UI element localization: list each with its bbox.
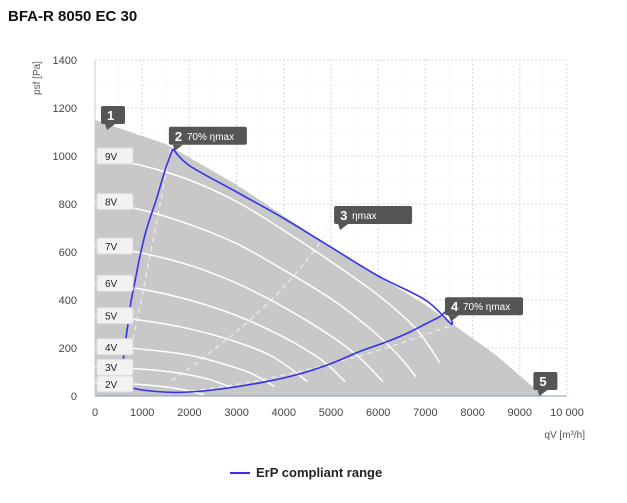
point-4-marker [445, 297, 523, 316]
legend: ErP compliant range [230, 465, 382, 480]
voltage-label-5V: 5V [105, 312, 118, 323]
point-3-number: 3 [340, 208, 347, 223]
voltage-label-bg [96, 274, 134, 292]
y-tick-label: 400 [59, 295, 77, 307]
voltage-label-bg [96, 193, 134, 211]
operating-points: 1 2 70% ηmax 3 ηmax 4 70% ηmax 5 [101, 106, 558, 396]
voltage-label-bg [96, 307, 134, 325]
voltage-label-9V: 9V [105, 152, 118, 163]
point-2-pointer [172, 144, 183, 151]
x-tick-label: 2000 [177, 407, 201, 419]
voltage-label-3V: 3V [105, 363, 118, 374]
point-3-marker [334, 206, 413, 224]
y-tick-label: 1400 [53, 55, 77, 67]
efficiency-line [131, 148, 172, 346]
efficiency-line [189, 325, 450, 392]
point-1-marker [101, 106, 125, 124]
point-1-number: 1 [107, 108, 114, 123]
x-tick-label: 5000 [319, 407, 343, 419]
x-tick-label: 4000 [272, 407, 296, 419]
curve-9V [94, 156, 441, 363]
erp-range [119, 148, 454, 394]
y-tick-label: 0 [71, 391, 77, 403]
y-tick-label: 1200 [53, 103, 77, 115]
point-2-number: 2 [175, 129, 182, 144]
curve-6V [94, 282, 346, 383]
voltage-label-bg [96, 147, 134, 165]
point-2-marker [168, 126, 247, 145]
curve-7V [94, 245, 384, 383]
x-tick-label: 6000 [366, 407, 390, 419]
point-3-text: ηmax [352, 211, 376, 222]
point-1-pointer [105, 124, 115, 130]
curve-8V [94, 200, 417, 378]
curve-4V [94, 346, 275, 388]
x-tick-label: 9000 [508, 407, 532, 419]
chart-title: BFA-R 8050 EC 30 [8, 8, 138, 25]
x-axis-label: qV [m³/h] [544, 430, 585, 441]
voltage-label-6V: 6V [105, 279, 118, 290]
x-tick-label: 0 [92, 407, 98, 419]
point-4-pointer [449, 315, 459, 322]
y-tick-label: 200 [59, 343, 77, 355]
point-5-marker [533, 372, 558, 390]
x-tick-label: 3000 [224, 407, 248, 419]
x-tick-label: 7000 [413, 407, 437, 419]
voltage-labels: 9V 8V 7V 6V 5V 4V 3V 2V [96, 147, 134, 393]
operating-area [95, 120, 544, 396]
point-3-pointer [338, 224, 349, 230]
y-axis-label: psf [Pa] [32, 61, 43, 95]
voltage-label-bg [96, 338, 134, 356]
legend-label: ErP compliant range [256, 465, 382, 480]
voltage-label-4V: 4V [105, 343, 118, 354]
voltage-label-bg [96, 375, 134, 393]
voltage-label-7V: 7V [105, 242, 118, 253]
x-tick-label: 1000 [130, 407, 154, 419]
point-4-text: 70% ηmax [463, 302, 510, 313]
point-5-pointer [537, 390, 548, 396]
axes: 0 1000 2000 3000 4000 5000 6000 7000 8000 9000 10 … [32, 55, 585, 441]
point-4-number: 4 [451, 299, 459, 314]
voltage-label-bg [96, 358, 134, 376]
voltage-label-bg [96, 237, 134, 255]
voltage-label-8V: 8V [105, 198, 118, 209]
curve-5V [94, 314, 308, 383]
point-2-text: 70% ηmax [187, 132, 234, 143]
x-tick-label: 10 000 [550, 407, 584, 419]
voltage-label-2V: 2V [105, 380, 118, 391]
y-tick-label: 1000 [53, 151, 77, 163]
erp-boundary [119, 148, 454, 394]
x-tick-label: 8000 [460, 407, 484, 419]
y-tick-label: 800 [59, 199, 77, 211]
y-tick-label: 600 [59, 247, 77, 259]
point-5-number: 5 [539, 374, 546, 389]
operating-envelope [95, 120, 544, 396]
